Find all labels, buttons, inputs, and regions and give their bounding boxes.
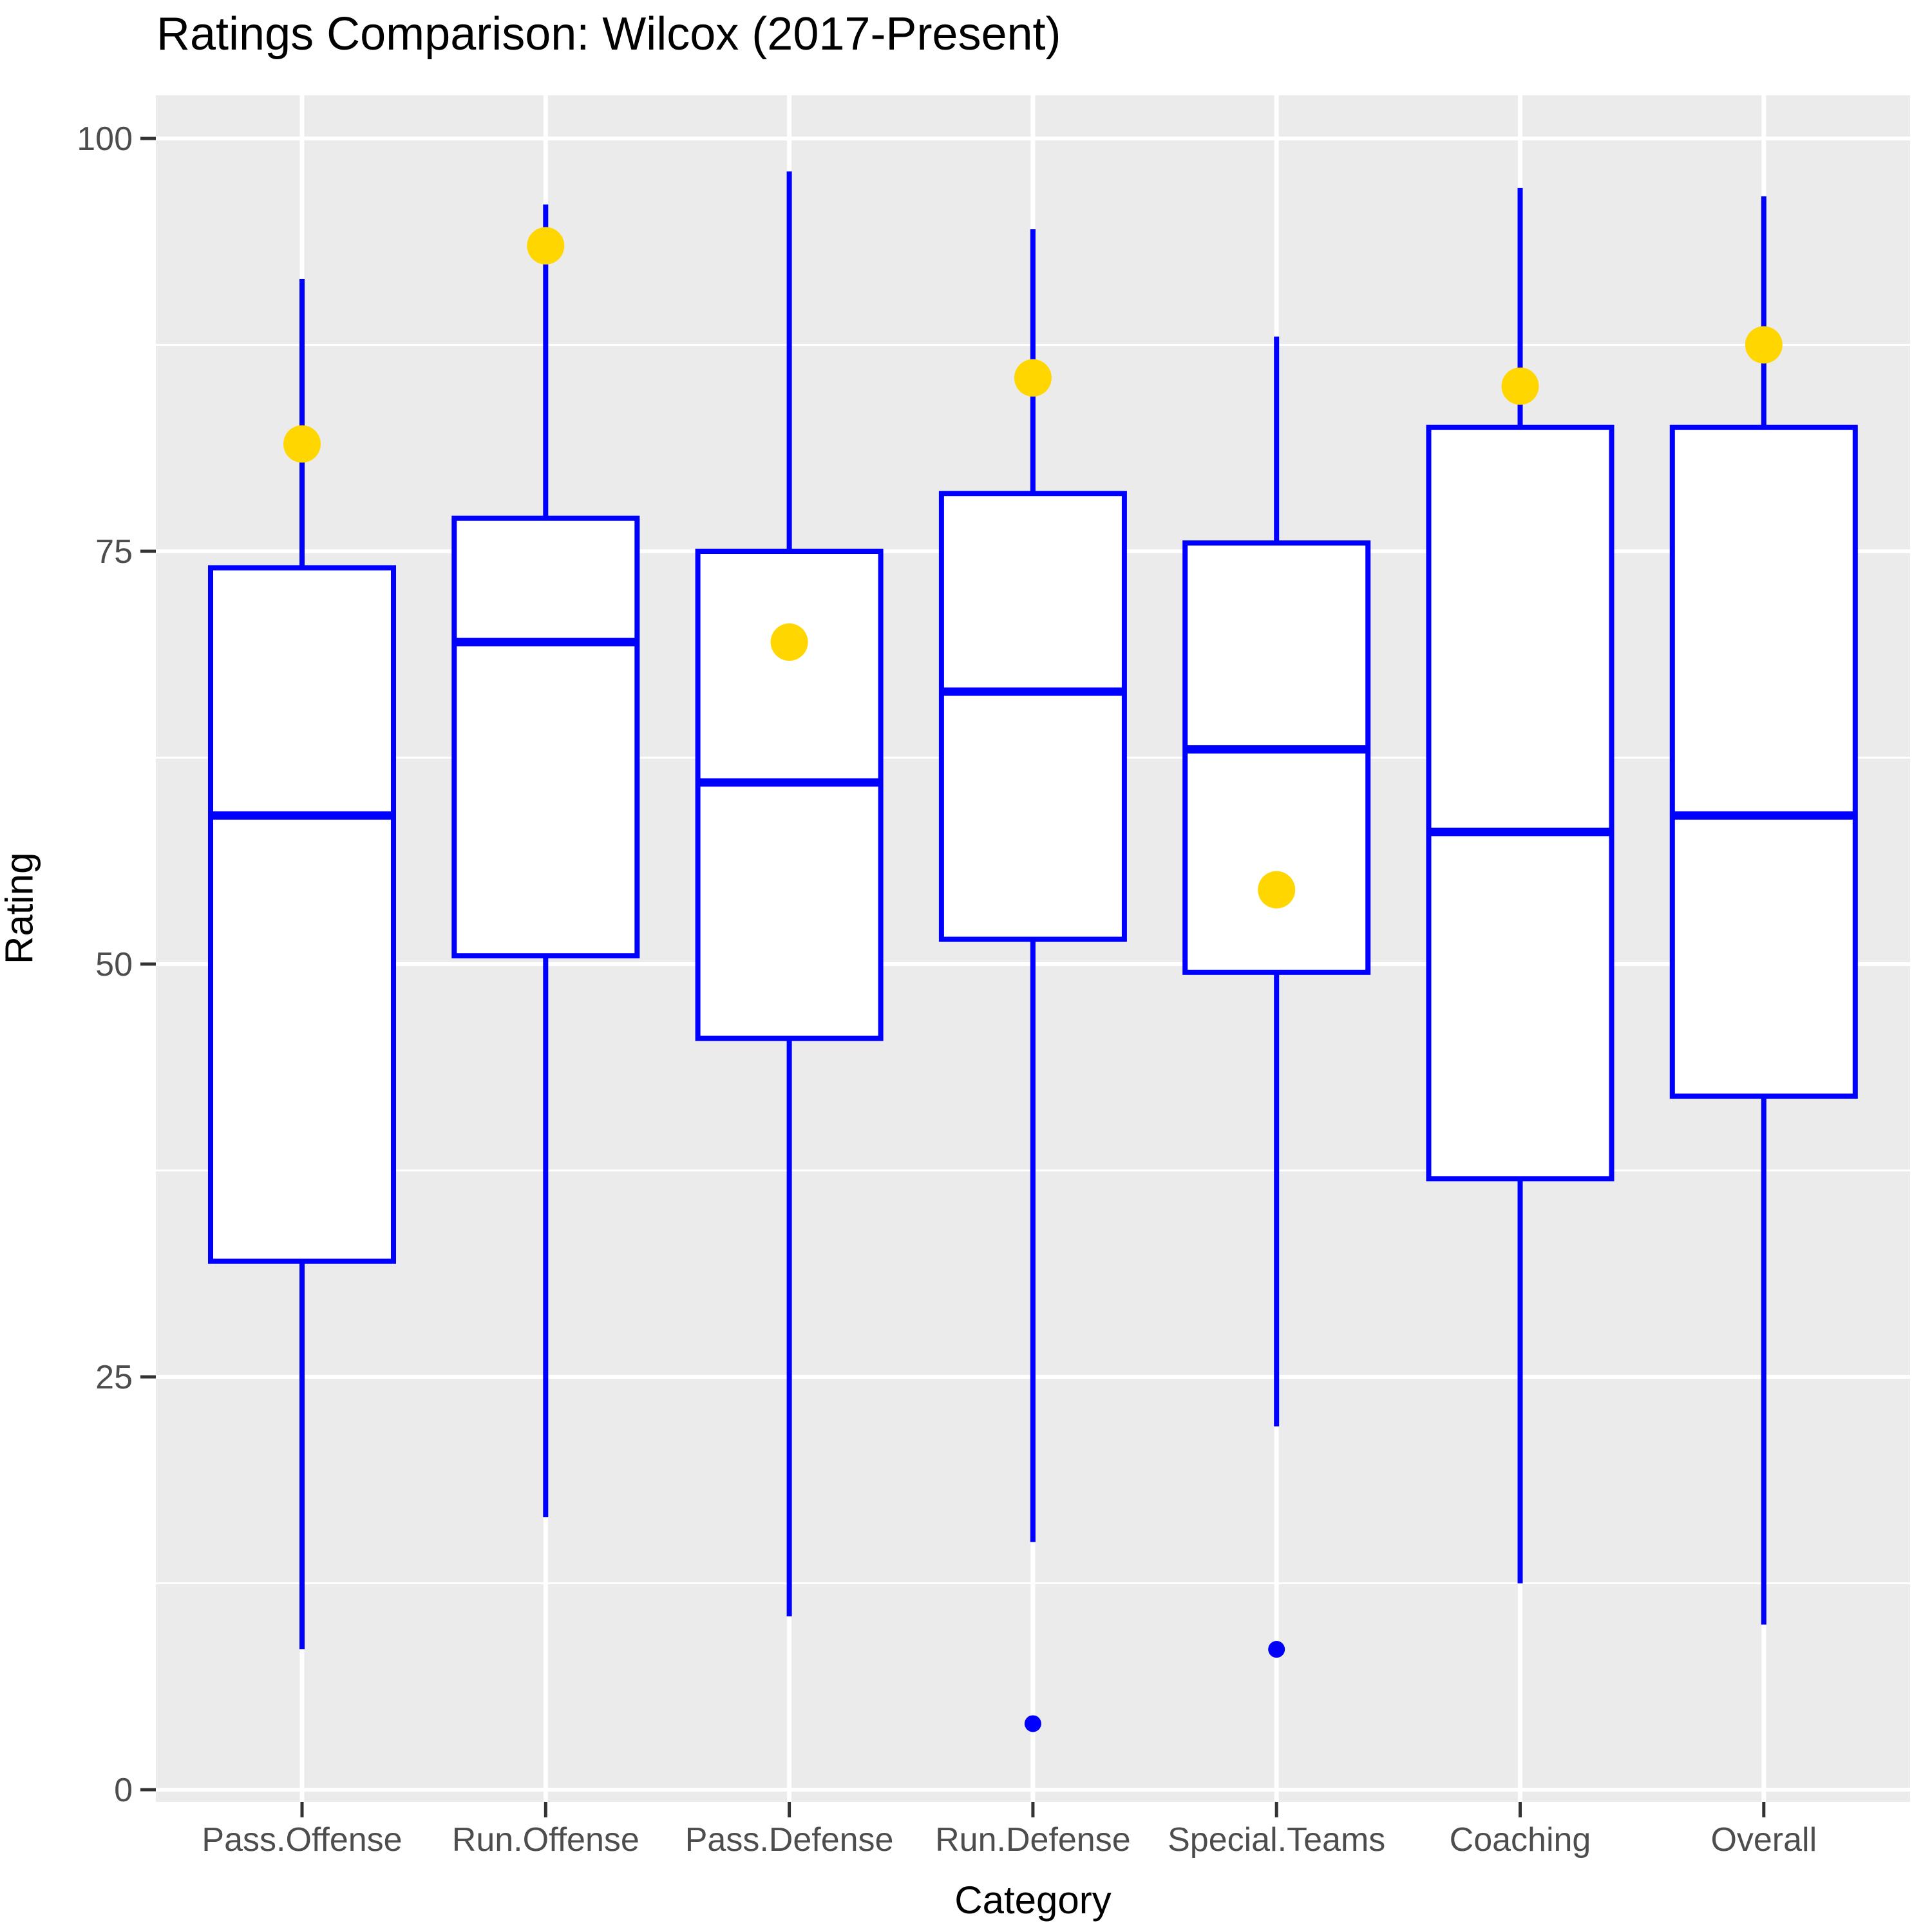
y-tick-label: 100 bbox=[77, 120, 133, 158]
outlier-dot bbox=[1024, 1715, 1041, 1732]
highlight-dot bbox=[1014, 359, 1052, 397]
y-tick-label: 0 bbox=[114, 1772, 133, 1809]
x-tick-label: Coaching bbox=[1450, 1821, 1591, 1859]
y-tick-label: 50 bbox=[95, 946, 133, 983]
x-tick-label: Run.Defense bbox=[935, 1821, 1131, 1859]
y-axis-title: Rating bbox=[0, 852, 41, 964]
highlight-dot bbox=[1258, 871, 1296, 909]
highlight-dot bbox=[1745, 326, 1783, 364]
highlight-dot bbox=[283, 425, 321, 463]
box-iqr bbox=[1669, 424, 1858, 1099]
highlight-dot bbox=[527, 227, 565, 265]
box-iqr bbox=[1426, 424, 1615, 1182]
x-tick-label: Pass.Defense bbox=[685, 1821, 894, 1859]
box-iqr bbox=[451, 515, 640, 959]
box-iqr bbox=[208, 565, 396, 1264]
x-tick-label: Overall bbox=[1710, 1821, 1817, 1859]
y-tick-label: 75 bbox=[95, 533, 133, 571]
highlight-dot bbox=[1501, 367, 1539, 405]
y-tick-label: 25 bbox=[95, 1359, 133, 1396]
x-tick-label: Special.Teams bbox=[1168, 1821, 1385, 1859]
x-axis-title: Category bbox=[954, 1879, 1112, 1922]
highlight-dot bbox=[770, 623, 808, 661]
outlier-dot bbox=[1268, 1641, 1285, 1658]
x-tick-label: Pass.Offense bbox=[202, 1821, 402, 1859]
box-iqr bbox=[938, 491, 1127, 942]
x-tick-label: Run.Offense bbox=[452, 1821, 639, 1859]
chart-title: Ratings Comparison: Wilcox (2017-Present… bbox=[156, 8, 1061, 60]
